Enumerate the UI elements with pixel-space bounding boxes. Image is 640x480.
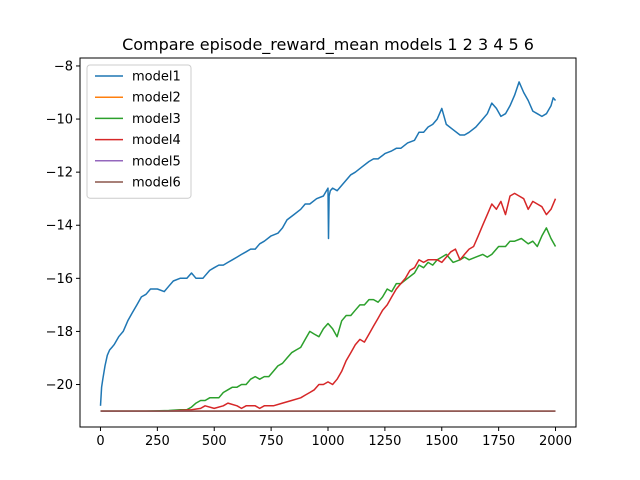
x-axis: 0 250 500 750 1000 1250 1500 1750 2000 bbox=[96, 427, 572, 449]
legend-label-model5: model5 bbox=[132, 154, 181, 169]
x-tick-label: 2000 bbox=[539, 434, 572, 449]
y-axis: −20 −18 −16 −14 −12 −10 −8 bbox=[46, 59, 80, 393]
y-tick-label: −18 bbox=[46, 325, 73, 340]
x-tick-label: 1750 bbox=[482, 434, 515, 449]
x-tick-label: 1250 bbox=[368, 434, 401, 449]
x-tick-label: 1000 bbox=[311, 434, 344, 449]
y-tick-label: −12 bbox=[46, 166, 73, 181]
x-tick-label: 250 bbox=[145, 434, 170, 449]
chart-title: Compare episode_reward_mean models 1 2 3… bbox=[122, 35, 534, 55]
y-tick-label: −8 bbox=[54, 59, 73, 74]
legend-label-model6: model6 bbox=[132, 176, 181, 191]
y-tick-label: −10 bbox=[46, 113, 73, 128]
y-tick-label: −14 bbox=[46, 219, 73, 234]
legend-box bbox=[86, 64, 192, 199]
legend: model1 model2 model3 model4 model5 model6 bbox=[86, 64, 192, 199]
legend-label-model4: model4 bbox=[132, 133, 181, 148]
x-tick-label: 750 bbox=[259, 434, 284, 449]
y-tick-label: −20 bbox=[46, 378, 73, 393]
axes-frame bbox=[79, 57, 577, 428]
y-tick-label: −16 bbox=[46, 272, 73, 287]
series-line-model1 bbox=[99, 81, 557, 406]
legend-label-model3: model3 bbox=[132, 112, 181, 127]
legend-label-model1: model1 bbox=[132, 70, 181, 85]
series-line-model4 bbox=[100, 192, 557, 412]
series-line-model3 bbox=[100, 227, 557, 412]
plot-area bbox=[99, 81, 557, 412]
x-tick-label: 1500 bbox=[425, 434, 458, 449]
legend-label-model2: model2 bbox=[132, 91, 181, 106]
x-tick-label: 0 bbox=[96, 434, 104, 449]
x-tick-label: 500 bbox=[202, 434, 227, 449]
